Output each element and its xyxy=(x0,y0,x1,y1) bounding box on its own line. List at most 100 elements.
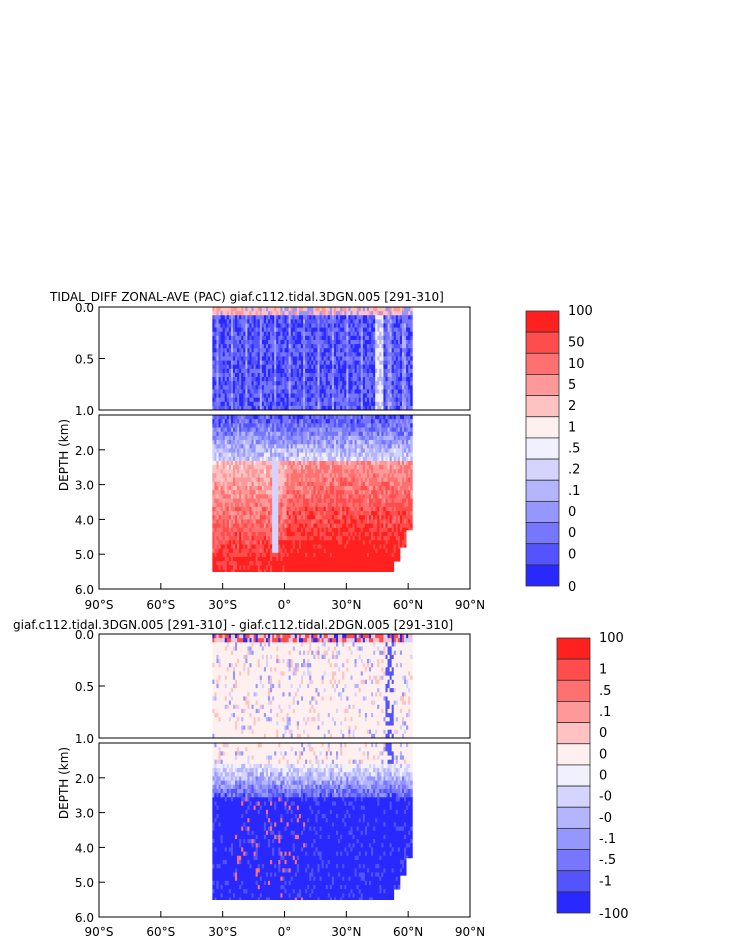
field-cell xyxy=(284,523,287,529)
field-cell xyxy=(247,506,250,512)
field-cell xyxy=(282,315,285,320)
field-cell xyxy=(282,523,285,529)
field-cell xyxy=(307,435,310,441)
field-cell xyxy=(230,364,234,370)
field-cell xyxy=(232,315,236,320)
field-cell xyxy=(366,356,370,361)
field-cell xyxy=(362,311,366,316)
field-cell xyxy=(214,405,217,410)
field-cell xyxy=(288,511,292,516)
field-cell xyxy=(276,536,279,541)
field-cell xyxy=(311,506,314,512)
field-cell xyxy=(348,311,351,316)
field-cell xyxy=(327,377,331,382)
field-cell xyxy=(224,356,228,361)
field-cell xyxy=(214,456,217,462)
field-cell xyxy=(218,385,221,390)
field-cell xyxy=(280,456,283,462)
field-cell xyxy=(241,552,244,558)
field-cell xyxy=(247,356,250,361)
field-cell xyxy=(371,331,374,337)
field-cell xyxy=(251,544,254,550)
field-cell xyxy=(410,315,413,320)
field-cell xyxy=(294,561,298,566)
field-cell xyxy=(315,527,318,533)
field-cell xyxy=(344,307,347,312)
field-cell xyxy=(249,352,252,357)
field-cell xyxy=(282,444,285,449)
field-cell xyxy=(216,448,219,453)
field-cell xyxy=(263,331,267,337)
field-cell xyxy=(383,381,386,386)
field-cell xyxy=(323,569,327,572)
field-cell xyxy=(344,393,347,399)
field-cell xyxy=(399,401,403,407)
field-cell xyxy=(325,477,329,483)
field-cell xyxy=(393,315,397,320)
field-cell xyxy=(220,527,224,533)
field-cell xyxy=(317,465,320,470)
field-cell xyxy=(268,364,271,370)
field-cell xyxy=(278,323,281,328)
field-cell xyxy=(220,565,224,570)
field-cell xyxy=(292,565,296,570)
field-cell xyxy=(216,356,219,361)
field-cell xyxy=(327,477,331,483)
field-cell xyxy=(286,490,290,495)
field-cell xyxy=(255,423,259,428)
field-cell xyxy=(410,348,413,353)
field-cell xyxy=(265,344,269,349)
field-cell xyxy=(239,506,242,512)
field-cell xyxy=(216,519,219,524)
field-cell xyxy=(350,415,353,420)
field-cell xyxy=(265,423,269,428)
field-cell xyxy=(249,548,252,554)
field-cell xyxy=(319,344,322,349)
field-cell xyxy=(212,344,215,349)
field-cell xyxy=(218,515,221,520)
field-cell xyxy=(336,552,339,558)
field-cell xyxy=(307,335,310,341)
field-cell xyxy=(230,389,234,394)
field-cell xyxy=(360,323,364,328)
field-cell xyxy=(298,372,302,378)
field-cell xyxy=(239,473,242,479)
field-cell xyxy=(247,431,250,437)
field-cell xyxy=(307,360,310,366)
field-cell xyxy=(329,523,333,529)
field-cell xyxy=(346,307,349,312)
field-cell xyxy=(358,315,362,320)
field-cell xyxy=(395,356,399,361)
field-cell xyxy=(406,381,409,386)
field-cell xyxy=(315,360,318,366)
field-cell xyxy=(300,352,304,357)
field-cell xyxy=(284,444,287,449)
field-cell xyxy=(296,377,300,382)
field-cell xyxy=(340,319,343,324)
field-cell xyxy=(397,360,401,366)
field-cell xyxy=(288,435,292,441)
field-cell xyxy=(235,490,238,495)
field-cell xyxy=(232,494,236,499)
field-cell xyxy=(239,331,242,337)
field-cell xyxy=(214,319,217,324)
field-cell xyxy=(298,356,302,361)
field-cell xyxy=(317,307,320,312)
field-cell xyxy=(305,393,308,399)
field-cell xyxy=(393,344,397,349)
field-cell xyxy=(323,552,327,558)
field-cell xyxy=(245,506,248,512)
field-cell xyxy=(338,311,341,316)
field-cell xyxy=(268,477,271,483)
field-cell xyxy=(243,490,246,495)
field-cell xyxy=(321,307,325,312)
field-cell xyxy=(325,452,329,458)
field-cell xyxy=(278,368,281,374)
field-cell xyxy=(214,569,217,572)
field-cell xyxy=(356,405,360,410)
field-cell xyxy=(272,456,275,462)
field-cell xyxy=(321,481,325,487)
field-cell xyxy=(338,307,341,312)
field-cell xyxy=(399,335,403,341)
field-cell xyxy=(325,423,329,428)
